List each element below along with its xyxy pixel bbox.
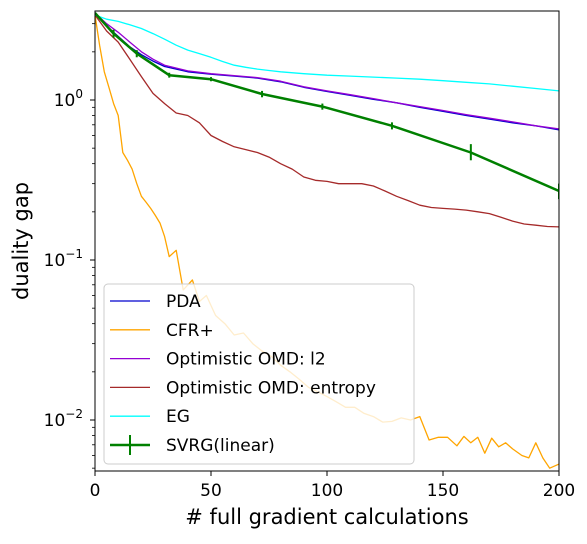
legend-label: PDA	[166, 292, 201, 312]
legend-label: Optimistic OMD: l2	[166, 350, 326, 370]
series-line-eg	[95, 14, 559, 92]
legend-label: CFR+	[166, 321, 214, 341]
x-axis-label: # full gradient calculations	[185, 505, 468, 529]
legend: PDA CFR+ Optimistic OMD: l2 Optimistic OMD:…	[103, 283, 415, 465]
y-tick-label: 100	[54, 87, 83, 111]
series-line-optimistic-omd-l2	[95, 12, 559, 130]
y-tick-label: 10−1	[44, 247, 83, 271]
legend-frame	[103, 283, 415, 465]
x-tick-label: 150	[427, 481, 459, 501]
x-tick-label: 200	[543, 481, 575, 501]
series-line-optimistic-omd-entropy	[95, 14, 559, 228]
legend-items: PDA CFR+ Optimistic OMD: l2 Optimistic OMD:…	[110, 292, 376, 456]
axis-layer: 0 50 100 150 200 100 10−1 10−2	[44, 23, 575, 501]
x-tick-label: 100	[311, 481, 343, 501]
legend-label: SVRG(linear)	[166, 436, 275, 456]
legend-label: Optimistic OMD: entropy	[166, 378, 376, 398]
y-axis-label: duality gap	[9, 182, 33, 300]
x-tick-label: 0	[90, 481, 101, 501]
y-tick-label: 10−2	[44, 407, 83, 431]
legend-label: EG	[166, 407, 190, 427]
x-tick-label: 50	[200, 481, 222, 501]
series-layer	[95, 12, 559, 469]
series-line-svrg-linear	[95, 12, 559, 193]
